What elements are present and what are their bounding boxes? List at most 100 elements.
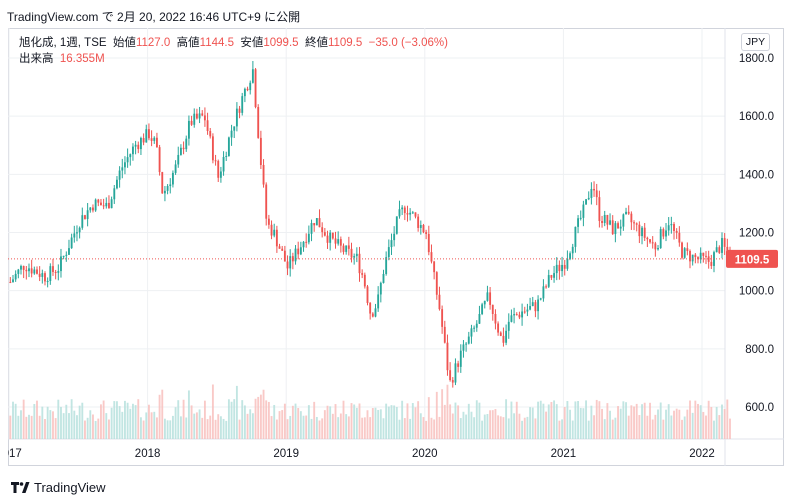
volume-bar [729, 418, 731, 439]
volume-bar [251, 413, 254, 439]
candle-body [409, 212, 412, 215]
volume-bar [110, 407, 113, 439]
candle-body [465, 343, 468, 345]
change-value: −35.0 (−3.06%) [368, 37, 448, 49]
candle-body [518, 314, 521, 318]
candle-body [491, 304, 494, 315]
candle-body [515, 314, 518, 316]
candle-body [710, 261, 713, 266]
volume-bar [470, 411, 473, 439]
symbol-label[interactable]: 旭化成, 1週, TSE [19, 37, 107, 49]
volume-bar [241, 400, 244, 439]
volume-bar [203, 400, 206, 439]
candle-body [326, 235, 329, 243]
candle-body [537, 299, 540, 312]
volume-bar [342, 400, 345, 439]
candle-body [689, 250, 691, 262]
candle-body [97, 199, 100, 203]
candle-body [553, 273, 556, 278]
volume-bar [318, 420, 321, 439]
volume-bar [555, 404, 558, 439]
volume-bar [369, 417, 372, 439]
candle-body [315, 218, 318, 226]
candle-body [417, 216, 420, 228]
volume-bar [254, 398, 257, 439]
candle-body [609, 220, 611, 225]
volume-bar [118, 406, 121, 439]
footer-branding[interactable]: TradingView [10, 478, 106, 496]
volume-bar [134, 405, 137, 439]
volume-bar [614, 417, 617, 439]
volume-bar [502, 417, 505, 439]
candle-body [539, 298, 542, 300]
volume-bar [94, 420, 97, 439]
low-label: 安値 [240, 37, 264, 49]
volume-bar [140, 417, 142, 439]
volume-bar [582, 408, 585, 439]
volume-bar [569, 409, 571, 439]
volume-bar [590, 405, 593, 439]
candle-body [267, 218, 270, 225]
candle-body [294, 248, 297, 262]
volume-bar [651, 419, 654, 439]
candle-body [108, 202, 110, 209]
candle-body [662, 229, 665, 237]
volume-bar [195, 412, 198, 439]
volume-bar [326, 405, 329, 439]
volume-bars [9, 384, 731, 439]
volume-bar [150, 412, 153, 439]
candle-body [52, 266, 54, 272]
volume-bar [214, 419, 217, 439]
candle-body [132, 146, 134, 155]
volume-bar [723, 409, 726, 439]
price-chart[interactable]: 600.0 800.0 1000.0 1200.0 1400.0 1600.0 1800.0… [8, 28, 784, 466]
volume-bar [222, 418, 225, 439]
candle-body [721, 238, 723, 253]
volume-bar [225, 420, 228, 439]
volume-bar [710, 406, 713, 439]
candle-body [555, 264, 558, 274]
candle-body [78, 227, 81, 233]
candle-body [545, 286, 548, 288]
candle-body [606, 214, 609, 225]
volume-bar [617, 406, 619, 439]
volume-bar [635, 403, 638, 439]
open-label: 始値 [112, 37, 136, 49]
publish-header: TradingView.com で 2月 20, 2022 16:46 UTC+… [0, 0, 794, 28]
candle-body [363, 274, 366, 287]
price-tick-label: 1400.0 [739, 169, 774, 181]
candle-body [481, 304, 484, 315]
candle-body [651, 242, 654, 244]
candle-body [361, 273, 364, 275]
volume-bar [323, 410, 326, 439]
candle-body [670, 224, 673, 226]
volume-bar [422, 417, 425, 439]
volume-bar [100, 404, 102, 439]
volume-bar [315, 416, 318, 439]
candle-body [454, 363, 457, 383]
candle-body [233, 126, 236, 131]
candle-body [209, 130, 212, 137]
volume-bar [678, 409, 681, 439]
currency-button[interactable]: JPY [741, 33, 770, 51]
candle-body [206, 120, 209, 131]
price-tick-label: 1600.0 [739, 111, 774, 123]
candle-body [385, 257, 388, 274]
candle-body [198, 113, 201, 119]
candle-body [289, 256, 292, 269]
volume-bar [310, 418, 313, 439]
volume-bar [694, 400, 697, 439]
volume-bar [89, 410, 92, 439]
volume-bar [574, 401, 577, 439]
volume-bar [446, 384, 449, 439]
candle-body [406, 213, 409, 215]
candle-body [433, 261, 436, 273]
volume-bar [643, 402, 646, 439]
candle-body [659, 229, 662, 248]
volume-bar [129, 408, 132, 439]
candle-body [694, 254, 697, 258]
candle-body [726, 246, 729, 253]
candle-body [411, 212, 414, 214]
candle-body [507, 321, 510, 331]
candle-body [619, 226, 622, 229]
